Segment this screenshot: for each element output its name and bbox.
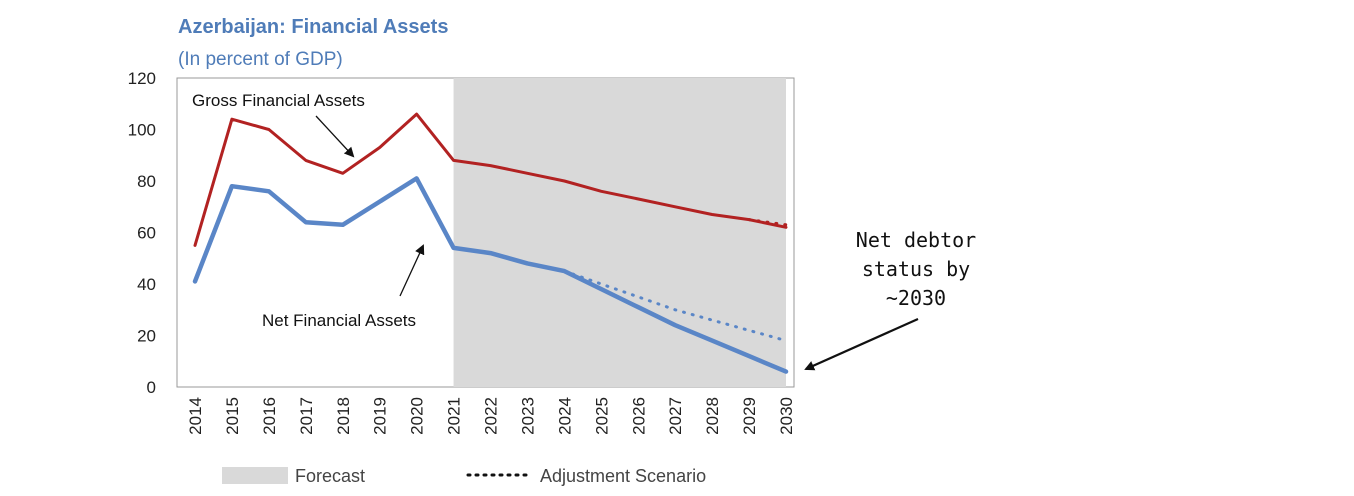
x-tick-label: 2024 (555, 397, 574, 435)
net-label-arrow (399, 244, 425, 297)
y-tick-label: 60 (137, 224, 156, 243)
y-tick-label: 120 (128, 69, 156, 88)
x-axis: 2014 2015 2016 2017 2018 2019 2020 2021 2022 2023… (186, 397, 796, 435)
x-tick-label: 2022 (482, 397, 501, 435)
net-financial-assets-label: Net Financial Assets (262, 311, 416, 330)
legend-forecast-swatch (222, 467, 288, 484)
y-tick-label: 80 (137, 172, 156, 191)
callout-line-3: ~2030 (886, 286, 946, 310)
y-tick-label: 40 (137, 275, 156, 294)
x-tick-label: 2030 (777, 397, 796, 435)
x-tick-label: 2025 (592, 397, 611, 435)
x-tick-label: 2028 (703, 397, 722, 435)
x-tick-label: 2027 (666, 397, 685, 435)
x-tick-label: 2026 (629, 397, 648, 435)
y-axis: 0 20 40 60 80 100 120 (128, 69, 156, 397)
x-tick-label: 2029 (740, 397, 759, 435)
gross-financial-assets-label: Gross Financial Assets (192, 91, 365, 110)
legend-forecast-label: Forecast (295, 466, 365, 486)
x-tick-label: 2017 (297, 397, 316, 435)
gross-label-arrow (315, 115, 355, 158)
chart-title: Azerbaijan: Financial Assets (178, 16, 448, 38)
chart-subtitle: (In percent of GDP) (178, 49, 343, 70)
series-layer (192, 112, 789, 374)
series-line-gross (193, 112, 788, 247)
net-debtor-arrow (804, 317, 919, 371)
x-tick-label: 2018 (334, 397, 353, 435)
forecast-shading (453, 78, 786, 387)
series-line-net-adjustment (562, 269, 788, 343)
x-tick-label: 2014 (186, 397, 205, 435)
callout-line-1: Net debtor (856, 228, 976, 252)
callout-line-2: status by (862, 257, 970, 281)
series-line-net (192, 176, 789, 374)
legend-adjustment-label: Adjustment Scenario (540, 466, 706, 486)
y-tick-label: 0 (147, 378, 156, 397)
y-tick-label: 100 (128, 121, 156, 140)
x-tick-label: 2021 (445, 397, 464, 435)
x-tick-label: 2020 (408, 397, 427, 435)
y-tick-label: 20 (137, 327, 156, 346)
x-tick-label: 2023 (518, 397, 537, 435)
x-tick-label: 2019 (371, 397, 390, 435)
x-tick-label: 2016 (260, 397, 279, 435)
x-tick-label: 2015 (223, 397, 242, 435)
